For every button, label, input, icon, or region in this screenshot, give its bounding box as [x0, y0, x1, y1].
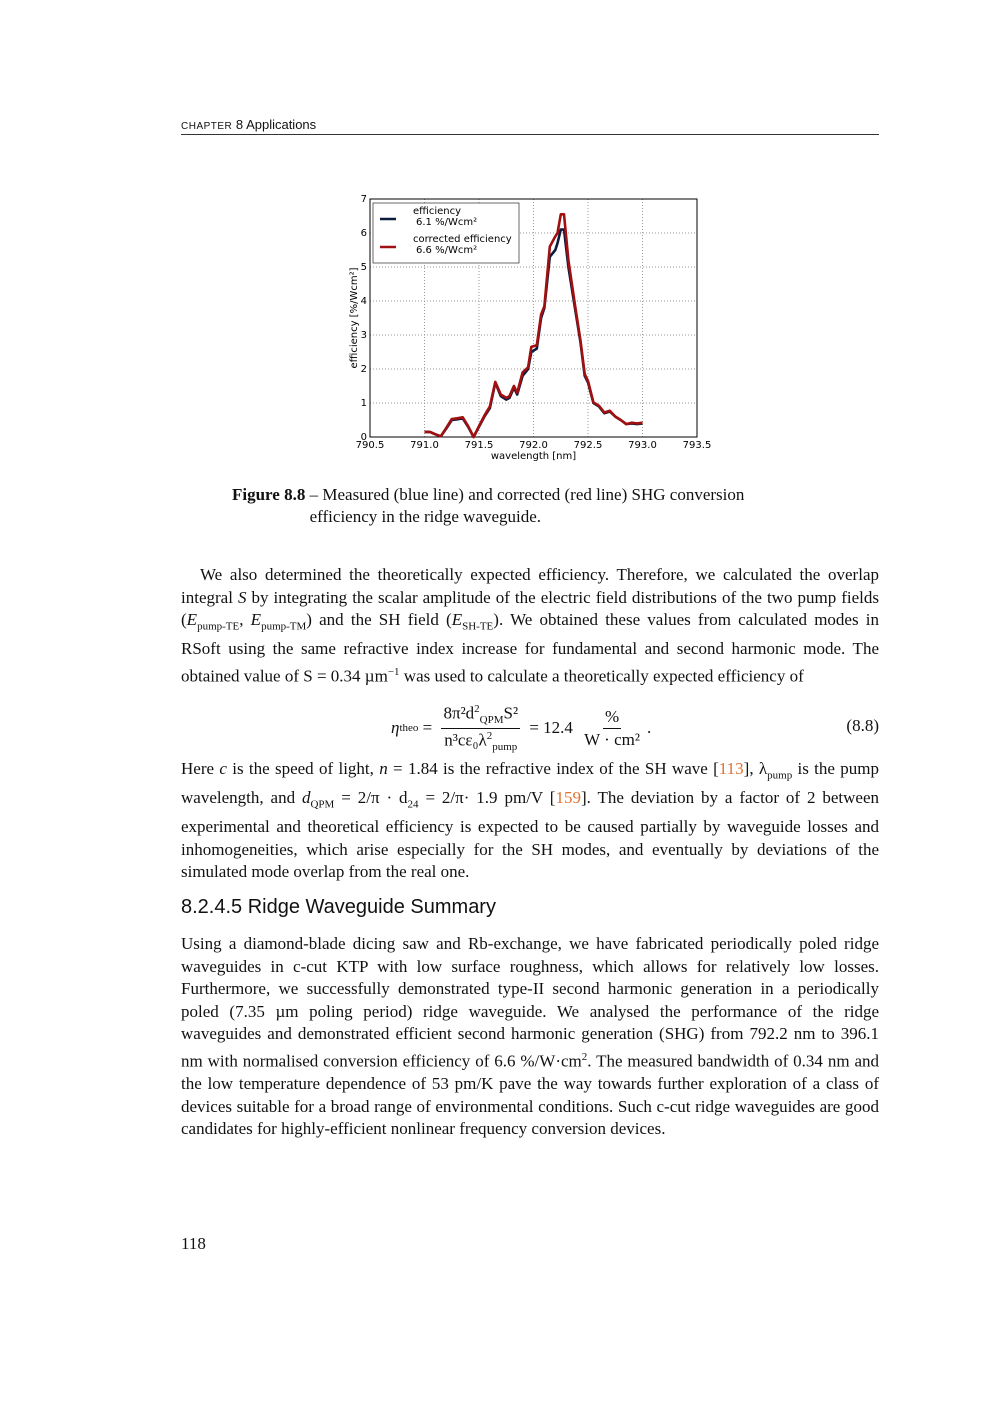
denominator: n³cε₀λ2pump [442, 729, 519, 753]
chapter-word: Chapter [181, 121, 233, 132]
equals: = [418, 718, 437, 737]
text: Using a diamond-blade dicing saw and Rb-… [181, 934, 879, 1071]
math-sub: pump-TM [261, 620, 307, 633]
y-tick-label: 7 [361, 194, 367, 205]
plot-frame [369, 198, 698, 438]
text: was used to calculate a theoretically ex… [399, 666, 804, 686]
fraction: 8π²d2QPMS² n³cε₀λ2pump [441, 703, 521, 753]
math-S: S [237, 587, 247, 607]
y-axis-label: efficiency [%/Wcm²] [349, 267, 360, 368]
paragraph-overlap: We also determined the theoretically exp… [181, 564, 879, 688]
equation-8-8: η theo = 8π²d2QPMS² n³cε₀λ2pump = 12.4 % … [181, 700, 879, 756]
math: S² [503, 704, 519, 724]
text: = 2/π · d [334, 787, 408, 807]
math: 8π²d [443, 704, 475, 724]
chapter-title: Applications [246, 117, 317, 132]
y-tick-label: 5 [361, 262, 367, 273]
text: We also determined the theoretically exp… [181, 565, 879, 607]
text: ]. The deviation by a factor of 2 betwee… [181, 787, 880, 882]
math-E: E [250, 610, 262, 630]
y-tick-label: 0 [361, 432, 367, 443]
paragraph-discussion: Here c is the speed of light, n = 1.84 i… [181, 758, 879, 884]
math-sup: 2 [486, 729, 493, 742]
equals-value: = 12.4 [525, 718, 578, 737]
math-E: E [451, 610, 463, 630]
math-d: d [301, 787, 311, 807]
unit-denominator: W · cm² [584, 729, 640, 749]
chapter-number: 8 [235, 117, 244, 132]
citation-link[interactable]: 159 [555, 787, 581, 807]
section-heading: 8.2.4.5 Ridge Waveguide Summary [181, 896, 496, 918]
text: is the speed of light, [226, 759, 380, 778]
x-tick-label: 793.0 [628, 440, 657, 451]
math-sub: pump-TE [197, 620, 240, 633]
math-sup: 2 [581, 1050, 588, 1063]
equation-number: (8.8) [846, 716, 879, 735]
math: n³cε₀λ [444, 730, 487, 750]
citation-link[interactable]: 113 [718, 759, 744, 778]
text: Here [181, 759, 220, 778]
legend-label: efficiency [413, 206, 461, 217]
series-line-corrected [424, 213, 643, 439]
text: = 1.84 is the refractive index of the SH… [387, 759, 719, 778]
legend-sublabel: 6.1 %/Wcm² [416, 217, 477, 228]
text: = 2/π· 1.9 pm/V [ [418, 787, 556, 807]
x-tick-label: 793.5 [683, 440, 712, 451]
text: , [239, 610, 251, 630]
math-E: E [186, 610, 198, 630]
y-tick-label: 1 [361, 398, 367, 409]
text: ], λ [743, 759, 768, 778]
text: . The measured bandwidth of 0.34 nm and … [181, 1051, 879, 1139]
unit-numerator: % [602, 707, 622, 729]
math-sub: QPM [479, 714, 504, 727]
text: ) and the SH field ( [306, 610, 452, 630]
math-sup: 2 [474, 703, 480, 716]
y-tick-label: 6 [361, 228, 367, 239]
numerator: 8π²d2QPMS² [441, 703, 521, 729]
legend-label: corrected efficiency [413, 234, 512, 245]
page-number: 118 [181, 1234, 206, 1253]
figure-caption-text: – Measured (blue line) and corrected (re… [309, 485, 745, 526]
efficiency-chart: 790.5 791.0 791.5 792.0 792.5 793.0 793.5 0 1 2 3 4… [349, 194, 712, 462]
figure-label: Figure 8.8 [232, 485, 306, 504]
math-sup: −1 [387, 665, 400, 678]
x-tick-label: 791.5 [465, 440, 494, 451]
x-tick-label: 792.5 [574, 440, 603, 451]
math-sub: pump [767, 769, 793, 782]
x-axis-label: wavelength [nm] [491, 451, 576, 462]
figure-caption: Figure 8.8 – Measured (blue line) and co… [232, 484, 832, 528]
x-tick-label: 792.0 [519, 440, 548, 451]
x-tick-label: 790.5 [356, 440, 385, 451]
text: is the pump wavelength, and [181, 759, 879, 807]
unit-fraction: % W · cm² [582, 707, 642, 750]
math-value: S = 0.34 µm [303, 666, 388, 686]
text: by integrating the scalar amplitude of t… [181, 587, 880, 630]
legend-box [372, 202, 520, 264]
period: . [646, 718, 652, 737]
running-header: Chapter 8 Applications [181, 117, 879, 135]
y-tick-label: 4 [361, 296, 367, 307]
math-sub: theo [399, 722, 419, 734]
eta: η [391, 718, 400, 737]
math-n: n [379, 759, 388, 778]
legend-sublabel: 6.6 %/Wcm² [416, 245, 477, 256]
y-tick-label: 3 [361, 330, 367, 341]
math-sub: 24 [407, 798, 419, 811]
paragraph-summary: Using a diamond-blade dicing saw and Rb-… [181, 933, 879, 1141]
math-sub: pump [492, 740, 518, 753]
x-tick-label: 791.0 [410, 440, 439, 451]
math-sub: QPM [310, 798, 335, 811]
math-c: c [219, 759, 227, 778]
text: ). We obtained these values from calcula… [181, 610, 879, 686]
math-sub: SH-TE [462, 620, 494, 633]
y-tick-label: 2 [361, 364, 367, 375]
